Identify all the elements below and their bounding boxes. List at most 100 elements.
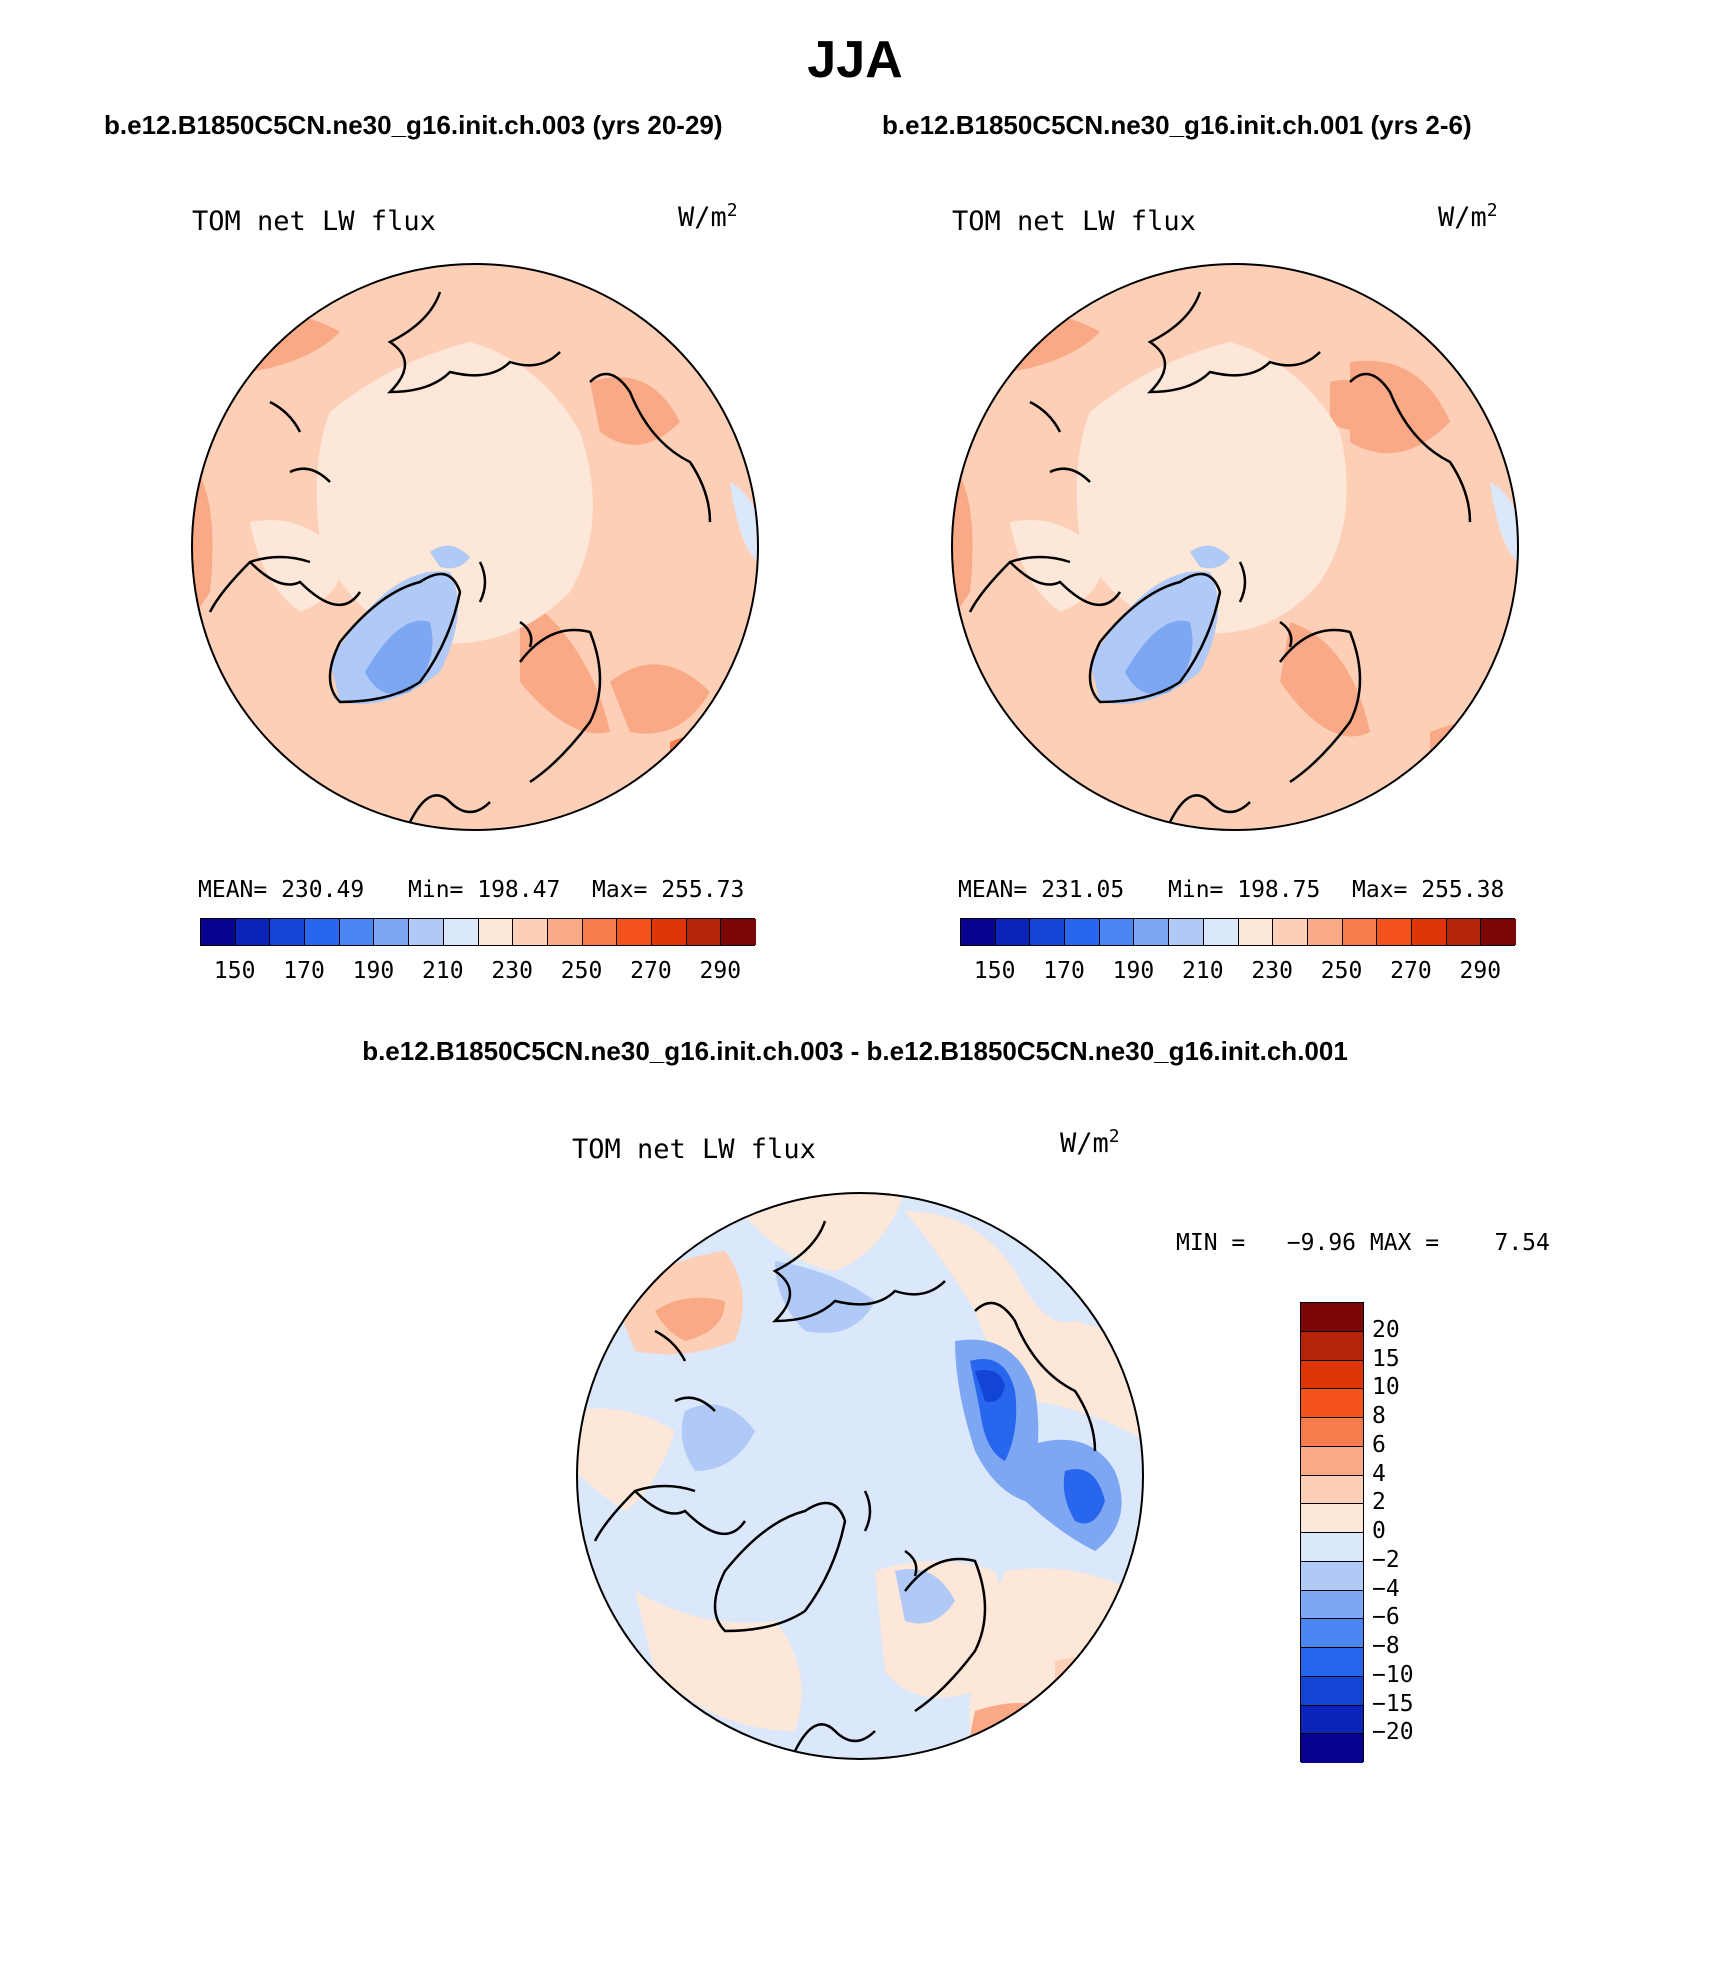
colorbar-swatch	[995, 919, 1031, 945]
panel1-colorbar	[200, 918, 756, 946]
colorbar-tick-label: 10	[1372, 1374, 1400, 1401]
colorbar-swatch	[1377, 919, 1412, 945]
colorbar-swatch	[478, 919, 514, 945]
colorbar-tick-label: 250	[1320, 958, 1363, 984]
colorbar-swatch	[1301, 1590, 1363, 1620]
colorbar-swatch	[1301, 1360, 1363, 1390]
colorbar-tick-label: 210	[422, 958, 464, 984]
colorbar-swatch	[1301, 1705, 1363, 1735]
panel2-min: Min= 198.75	[1168, 877, 1321, 903]
colorbar-swatch	[1342, 919, 1378, 945]
colorbar-swatch	[305, 919, 340, 945]
colorbar-tick-label: −8	[1372, 1633, 1400, 1659]
colorbar-tick-label: 150	[973, 958, 1016, 984]
colorbar-tick-label: 190	[352, 958, 395, 984]
colorbar-swatch	[1301, 1446, 1363, 1476]
panel1-min: Min= 198.47	[408, 877, 561, 903]
colorbar-tick-label: 15	[1372, 1345, 1400, 1372]
panel2-mean: MEAN= 231.05	[958, 877, 1125, 903]
colorbar-swatch	[961, 919, 996, 945]
colorbar-swatch	[1301, 1619, 1363, 1648]
colorbar-tick-label: −15	[1372, 1690, 1414, 1717]
colorbar-swatch	[1481, 919, 1516, 945]
panel2-polar-map	[951, 263, 1519, 831]
colorbar-tick-label: 270	[630, 958, 672, 984]
diff-panel-title: b.e12.B1850C5CN.ne30_g16.init.ch.003 - b…	[362, 1036, 1348, 1066]
colorbar-tick-label: 270	[1390, 958, 1432, 984]
colorbar-swatch	[582, 919, 618, 945]
colorbar-tick-label: −4	[1372, 1575, 1400, 1602]
colorbar-tick-label: 210	[1182, 958, 1224, 984]
panel1-variable-label: TOM net LW flux	[192, 206, 436, 237]
colorbar-swatch	[1169, 919, 1204, 945]
colorbar-swatch	[1301, 1734, 1363, 1763]
colorbar-tick-label: 0	[1372, 1518, 1386, 1544]
panel2-colorbar	[960, 918, 1516, 946]
colorbar-swatch	[1301, 1331, 1363, 1361]
colorbar-tick-label: 150	[213, 958, 256, 984]
diff-colorbar	[1300, 1302, 1364, 1763]
colorbar-tick-label: 290	[699, 958, 742, 984]
panel2-case-title: b.e12.B1850C5CN.ne30_g16.init.ch.001 (yr…	[882, 110, 1472, 140]
colorbar-swatch	[1030, 919, 1066, 945]
colorbar-swatch	[443, 919, 479, 945]
colorbar-tick-label: −6	[1372, 1604, 1400, 1631]
panel2-unit-label: W/m2	[1438, 200, 1498, 233]
colorbar-swatch	[1099, 919, 1135, 945]
figure-title: JJA	[807, 31, 903, 89]
colorbar-swatch	[1301, 1504, 1363, 1533]
panel1-colorbar-ticks: 150 170 190 210 230 250 270 290	[200, 958, 755, 988]
colorbar-tick-label: 230	[1251, 958, 1293, 984]
colorbar-tick-label: −2	[1372, 1546, 1400, 1573]
colorbar-tick-label: 190	[1112, 958, 1155, 984]
colorbar-swatch	[1301, 1561, 1363, 1591]
colorbar-swatch	[409, 919, 444, 945]
diff-unit-label: W/m2	[1060, 1126, 1120, 1159]
colorbar-swatch	[1301, 1389, 1363, 1418]
colorbar-swatch	[1301, 1676, 1363, 1706]
diff-colorbar-ticks: 20 15 10 8 6 4 2 0 −2 −4 −6 −8 −10 −15 −20	[1372, 1302, 1472, 1762]
colorbar-swatch	[1238, 919, 1274, 945]
colorbar-swatch	[374, 919, 410, 945]
colorbar-swatch	[513, 919, 548, 945]
colorbar-swatch	[617, 919, 652, 945]
colorbar-swatch	[1301, 1418, 1363, 1447]
colorbar-swatch	[235, 919, 271, 945]
diff-variable-label: TOM net LW flux	[572, 1134, 816, 1165]
colorbar-swatch	[1203, 919, 1239, 945]
colorbar-swatch	[1273, 919, 1308, 945]
colorbar-swatch	[1301, 1475, 1363, 1505]
colorbar-tick-label: 4	[1372, 1460, 1386, 1487]
panel2-colorbar-ticks: 150 170 190 210 230 250 270 290	[960, 958, 1515, 988]
colorbar-swatch	[651, 919, 687, 945]
diff-min-max: MIN = −9.96 MAX = 7.54	[1176, 1230, 1550, 1256]
panel1-mean: MEAN= 230.49	[198, 877, 365, 903]
colorbar-tick-label: 230	[491, 958, 533, 984]
colorbar-swatch	[1301, 1533, 1363, 1562]
colorbar-tick-label: 290	[1459, 958, 1502, 984]
panel1-unit-label: W/m2	[678, 200, 738, 233]
colorbar-swatch	[201, 919, 236, 945]
panel1-polar-map	[191, 263, 759, 831]
panel2-variable-label: TOM net LW flux	[952, 206, 1196, 237]
panel1-max: Max= 255.73	[592, 877, 745, 903]
colorbar-swatch	[721, 919, 756, 945]
colorbar-swatch	[1446, 919, 1482, 945]
diff-polar-map	[576, 1192, 1144, 1760]
colorbar-tick-label: −20	[1372, 1719, 1414, 1746]
colorbar-tick-label: 6	[1372, 1431, 1386, 1458]
colorbar-swatch	[1301, 1648, 1363, 1677]
colorbar-tick-label: 170	[1043, 958, 1085, 984]
colorbar-swatch	[1134, 919, 1170, 945]
colorbar-swatch	[547, 919, 583, 945]
colorbar-swatch	[1411, 919, 1447, 945]
colorbar-swatch	[339, 919, 375, 945]
colorbar-swatch	[270, 919, 306, 945]
panel2-max: Max= 255.38	[1352, 877, 1505, 903]
colorbar-swatch	[1307, 919, 1343, 945]
colorbar-tick-label: 250	[560, 958, 603, 984]
panel1-case-title: b.e12.B1850C5CN.ne30_g16.init.ch.003 (yr…	[104, 110, 723, 140]
colorbar-tick-label: 20	[1372, 1316, 1400, 1343]
colorbar-swatch	[686, 919, 722, 945]
colorbar-swatch	[1301, 1303, 1363, 1332]
